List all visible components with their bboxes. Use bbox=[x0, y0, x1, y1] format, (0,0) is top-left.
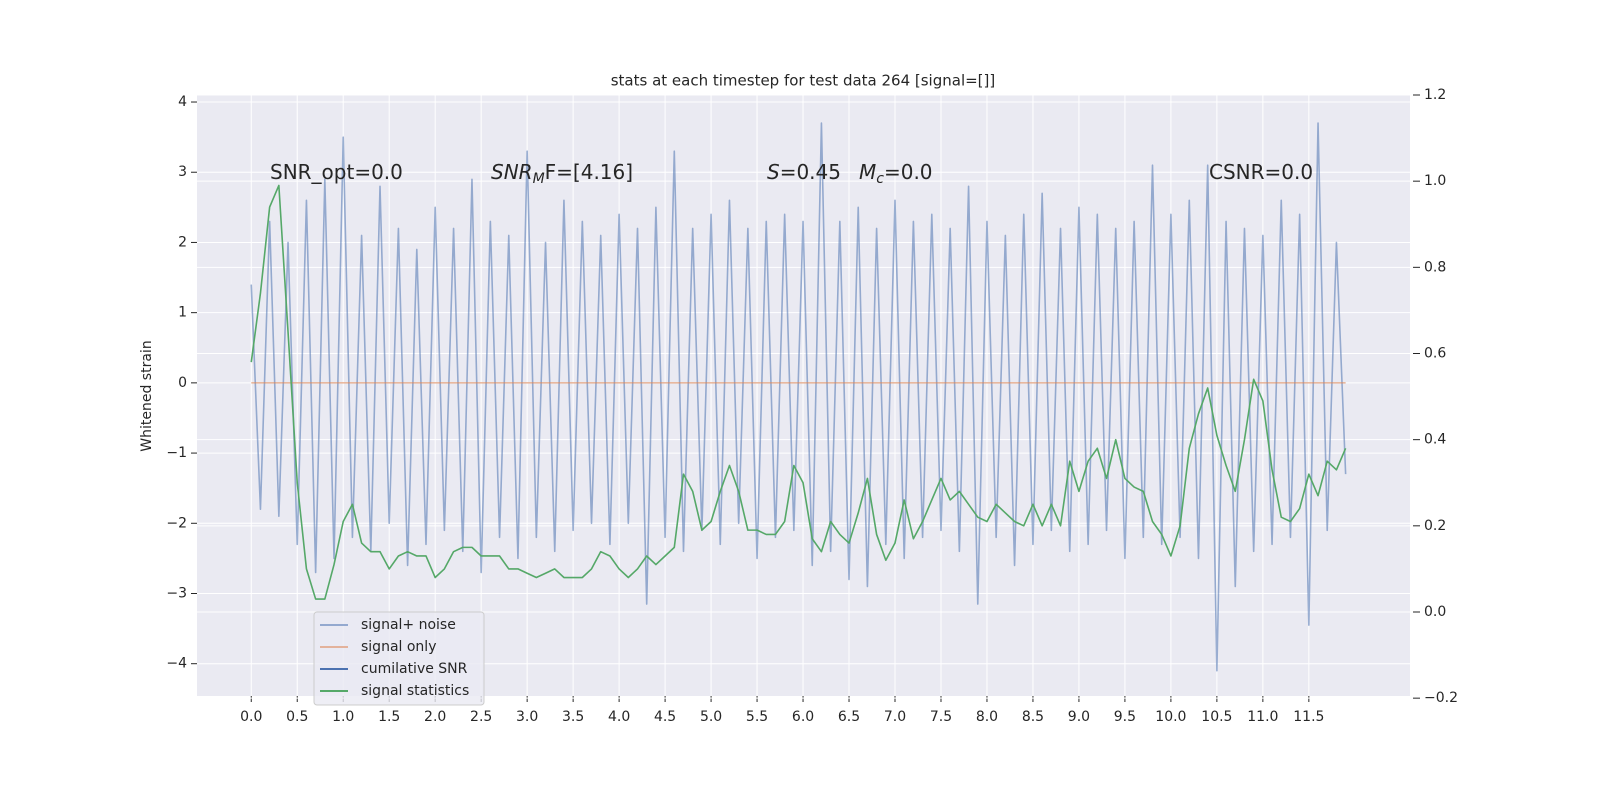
y-axis-label: Whitened strain bbox=[139, 340, 155, 451]
series-line bbox=[250, 122, 1347, 672]
y-tick-label: 3 bbox=[178, 164, 187, 180]
y2-tick-label: 0.4 bbox=[1424, 432, 1446, 448]
x-tick-label: 11.0 bbox=[1247, 709, 1278, 725]
x-tick-label: 8.0 bbox=[976, 709, 998, 725]
y2-tick-label: −0.2 bbox=[1424, 690, 1458, 706]
annotation: Mc=0.0 bbox=[859, 160, 933, 188]
annotation-part: SNR_opt=0.0 bbox=[270, 160, 403, 184]
annotation: SNR_opt=0.0 bbox=[270, 160, 403, 184]
series-line bbox=[250, 184, 1347, 600]
y-tick-label: 4 bbox=[178, 94, 187, 110]
x-tick-label: 0.5 bbox=[286, 709, 308, 725]
annotation: S=0.45 bbox=[767, 160, 841, 184]
x-tick-label: 6.5 bbox=[838, 709, 860, 725]
y2-tick-label: 1.0 bbox=[1424, 173, 1446, 189]
legend-label: cumilative SNR bbox=[361, 661, 468, 677]
y-tick-label: −3 bbox=[166, 585, 187, 601]
annotation-part: M bbox=[859, 160, 876, 184]
x-tick-label: 10.0 bbox=[1155, 709, 1186, 725]
x-tick-label: 2.0 bbox=[424, 709, 446, 725]
x-tick-label: 7.5 bbox=[930, 709, 952, 725]
y2-tick-label: 0.0 bbox=[1424, 604, 1446, 620]
x-tick-label: 5.0 bbox=[700, 709, 722, 725]
x-tick-label: 7.0 bbox=[884, 709, 906, 725]
annotation-part: M bbox=[533, 171, 545, 187]
y2-tick-label: 0.2 bbox=[1424, 518, 1446, 534]
legend-box bbox=[313, 611, 485, 706]
x-tick-label: 8.5 bbox=[1022, 709, 1044, 725]
x-tick-label: 5.5 bbox=[746, 709, 768, 725]
annotation-part: F=[4.16] bbox=[545, 160, 633, 184]
y-tick-label: −1 bbox=[166, 445, 187, 461]
annotation-part: SNR bbox=[491, 160, 533, 184]
x-tick-label: 9.5 bbox=[1114, 709, 1136, 725]
y-tick-label: 0 bbox=[178, 375, 187, 391]
x-tick-label: 0.0 bbox=[240, 709, 262, 725]
y-tick-label: −2 bbox=[166, 515, 187, 531]
y-tick-label: −4 bbox=[166, 656, 187, 672]
legend-label: signal only bbox=[361, 639, 436, 655]
chart-title: stats at each timestep for test data 264… bbox=[611, 72, 996, 90]
x-tick-label: 1.0 bbox=[332, 709, 354, 725]
x-tick-label: 4.5 bbox=[654, 709, 676, 725]
annotation-part: =0.45 bbox=[780, 160, 841, 184]
y2-tick-label: 0.8 bbox=[1424, 259, 1446, 275]
annotation: CSNR=0.0 bbox=[1209, 160, 1313, 184]
x-tick-label: 10.5 bbox=[1201, 709, 1232, 725]
y-tick-label: 2 bbox=[178, 234, 187, 250]
x-tick-label: 4.0 bbox=[608, 709, 630, 725]
annotation-part: S bbox=[767, 160, 780, 184]
annotation: SNRMF=[4.16] bbox=[491, 160, 633, 188]
x-tick-label: 9.0 bbox=[1068, 709, 1090, 725]
x-tick-label: 1.5 bbox=[378, 709, 400, 725]
legend-label: signal statistics bbox=[361, 683, 469, 699]
annotation-part: =0.0 bbox=[884, 160, 933, 184]
y-tick-label: 1 bbox=[178, 305, 187, 321]
y2-tick-label: 1.2 bbox=[1424, 87, 1446, 103]
annotation-part: CSNR=0.0 bbox=[1209, 160, 1313, 184]
annotation-part: c bbox=[876, 171, 884, 187]
x-tick-label: 3.5 bbox=[562, 709, 584, 725]
x-tick-label: 3.0 bbox=[516, 709, 538, 725]
x-tick-label: 11.5 bbox=[1293, 709, 1324, 725]
x-tick-label: 6.0 bbox=[792, 709, 814, 725]
x-tick-label: 2.5 bbox=[470, 709, 492, 725]
legend-label: signal+ noise bbox=[361, 617, 456, 633]
y2-tick-label: 0.6 bbox=[1424, 345, 1446, 361]
